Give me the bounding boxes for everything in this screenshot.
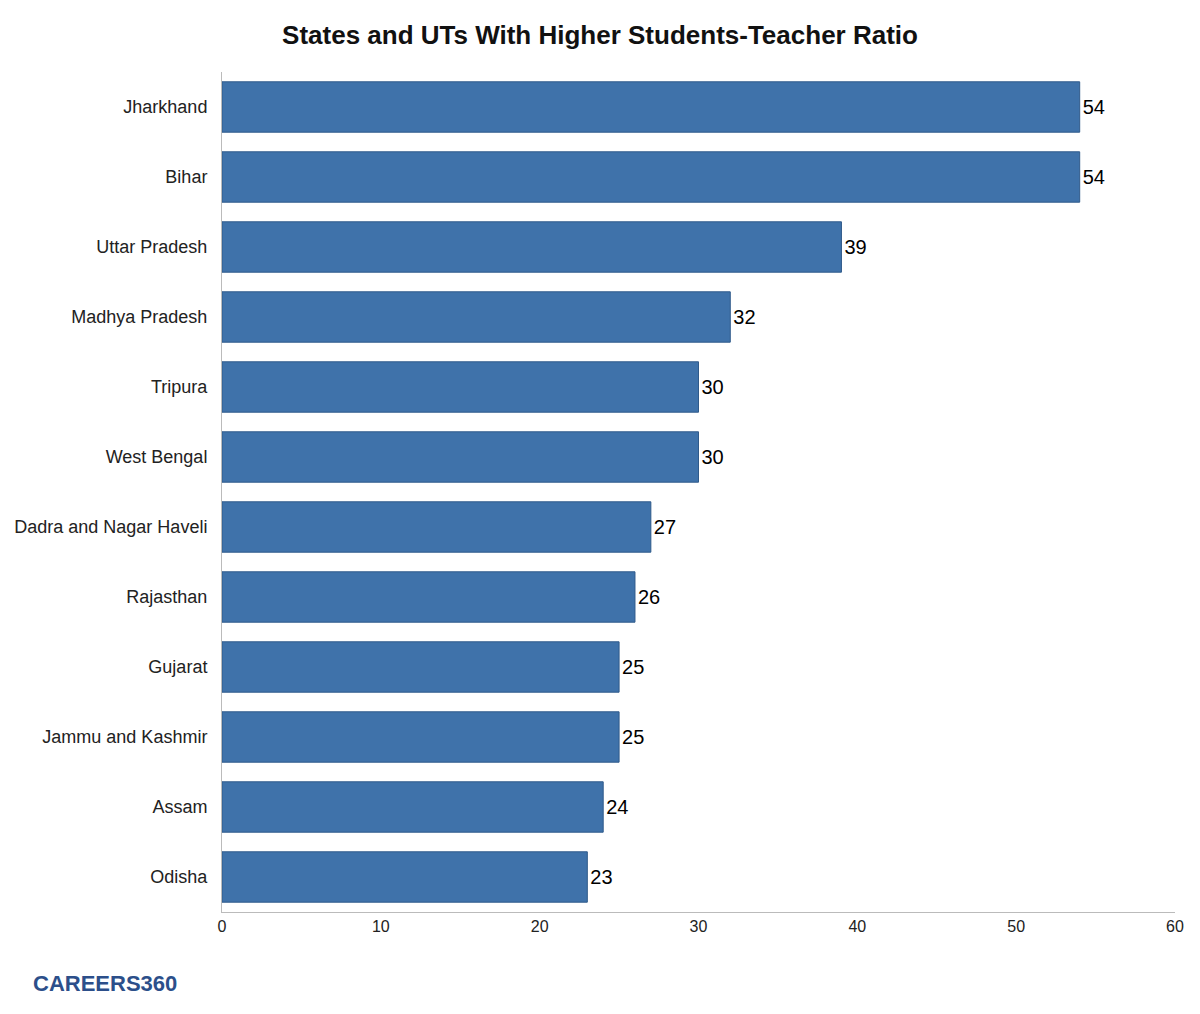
svg-text:60: 60 <box>1166 918 1184 935</box>
svg-text:Dadra and Nagar Haveli: Dadra and Nagar Haveli <box>14 517 207 537</box>
svg-text:54: 54 <box>1083 96 1105 118</box>
svg-text:Odisha: Odisha <box>150 867 208 887</box>
svg-text:Rajasthan: Rajasthan <box>126 587 207 607</box>
svg-text:23: 23 <box>590 866 612 888</box>
svg-text:32: 32 <box>733 306 755 328</box>
svg-text:25: 25 <box>622 726 644 748</box>
svg-text:Tripura: Tripura <box>151 377 208 397</box>
svg-text:50: 50 <box>1007 918 1025 935</box>
svg-text:CAREERS360: CAREERS360 <box>33 971 177 996</box>
svg-text:30: 30 <box>702 446 724 468</box>
svg-text:54: 54 <box>1083 166 1105 188</box>
svg-text:26: 26 <box>638 586 660 608</box>
svg-text:10: 10 <box>372 918 390 935</box>
svg-text:24: 24 <box>606 796 628 818</box>
svg-text:Bihar: Bihar <box>165 167 207 187</box>
svg-text:Assam: Assam <box>152 797 207 817</box>
svg-text:40: 40 <box>848 918 866 935</box>
svg-text:Madhya Pradesh: Madhya Pradesh <box>71 307 207 327</box>
svg-text:Gujarat: Gujarat <box>148 657 207 677</box>
svg-text:27: 27 <box>654 516 676 538</box>
svg-text:0: 0 <box>218 918 227 935</box>
svg-text:States and UTs With Higher Stu: States and UTs With Higher Students-Teac… <box>282 20 918 50</box>
svg-text:25: 25 <box>622 656 644 678</box>
svg-text:Uttar Pradesh: Uttar Pradesh <box>96 237 207 257</box>
svg-text:39: 39 <box>844 236 866 258</box>
svg-text:Jammu and Kashmir: Jammu and Kashmir <box>42 727 207 747</box>
svg-text:30: 30 <box>690 918 708 935</box>
svg-text:30: 30 <box>702 376 724 398</box>
svg-text:20: 20 <box>531 918 549 935</box>
svg-text:West Bengal: West Bengal <box>106 447 208 467</box>
svg-text:Jharkhand: Jharkhand <box>123 97 207 117</box>
